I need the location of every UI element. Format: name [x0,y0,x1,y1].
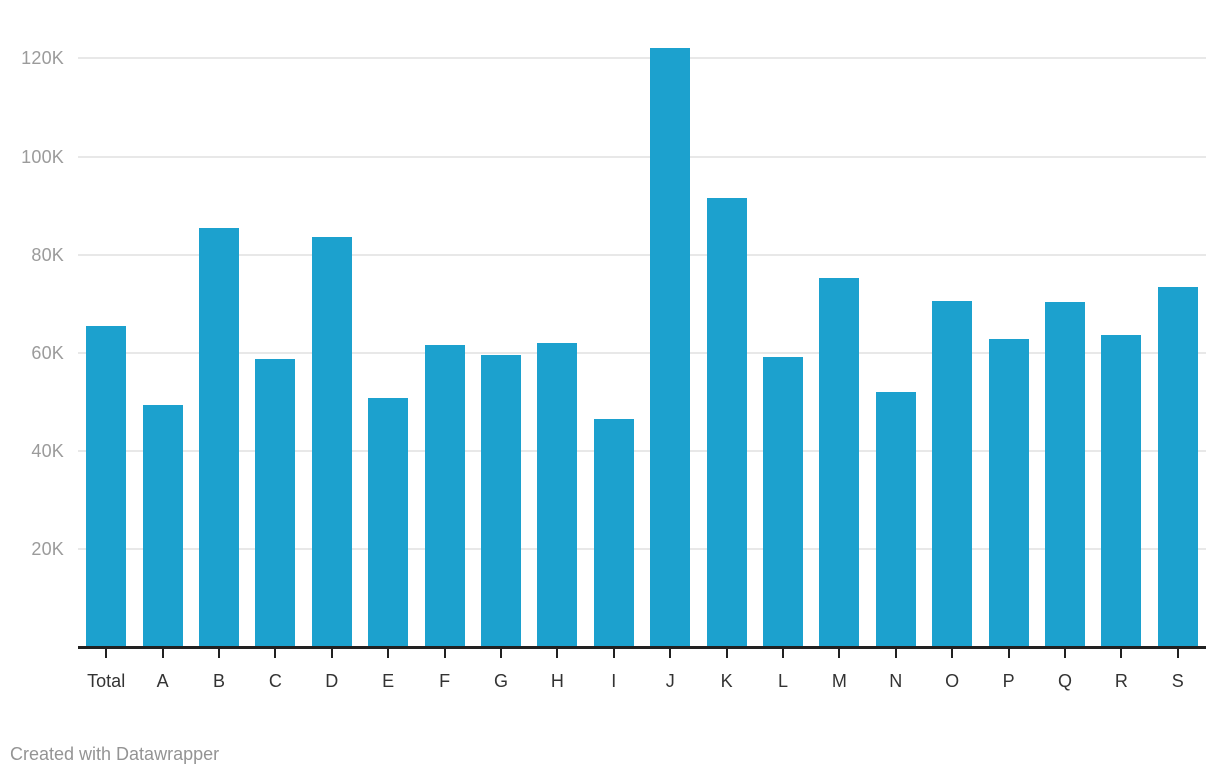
y-axis-label: 120K [21,48,64,69]
bar-g[interactable] [481,355,521,648]
y-axis-label: 40K [31,441,64,462]
bar-r[interactable] [1101,334,1142,648]
x-axis-label: O [945,671,960,691]
x-axis-tick [443,649,446,658]
x-axis-label: H [550,671,564,691]
x-axis-line [78,646,1206,649]
x-axis-tick [725,649,728,658]
x-axis-label: Q [1057,671,1072,691]
bar-m[interactable] [819,277,860,648]
y-axis-label: 100K [21,146,64,167]
gridline [78,57,1206,60]
x-axis-tick [1007,649,1010,658]
x-axis-label: R [1114,671,1128,691]
x-axis-label: M [831,671,847,691]
x-axis-tick [612,649,615,658]
x-axis-label: B [212,671,225,691]
gridline [78,450,1206,453]
x-axis-label: E [382,671,395,691]
bar-p[interactable] [988,339,1029,648]
bar-a[interactable] [142,404,183,648]
x-axis-label: Total [87,671,126,691]
x-axis-label: F [439,671,451,691]
bar-h[interactable] [537,343,578,648]
datawrapper-credit-link[interactable]: Created with Datawrapper [10,744,220,764]
bar-n[interactable] [875,392,916,648]
x-axis-tick [894,649,897,658]
x-axis-tick [1120,649,1123,658]
x-axis-tick [330,649,333,658]
x-axis-label: G [493,671,508,691]
x-axis-tick [218,649,220,658]
y-axis-label: 80K [31,244,64,265]
bar-e[interactable] [368,397,409,648]
x-axis-label: J [665,671,675,691]
x-axis-tick [951,649,954,658]
x-axis-tick [500,649,502,658]
bar-s[interactable] [1157,286,1198,648]
gridline [78,253,1206,256]
x-axis-tick [838,649,841,658]
bar-o[interactable] [932,301,973,648]
bar-i[interactable] [593,418,634,648]
x-axis-label: D [325,671,339,691]
bar-b[interactable] [199,227,239,648]
x-axis-tick [556,649,559,658]
gridline [78,351,1206,354]
y-axis-label: 60K [31,342,64,363]
bar-chart: 20K 40K 60K 80K 100K 120K Total A B C D E F G H I J K L M N… [21,47,1206,691]
x-axis-label: P [1002,671,1015,691]
x-axis-tick [669,649,672,658]
gridline [78,155,1206,158]
bar-k[interactable] [706,197,747,648]
bar-c[interactable] [255,358,296,648]
x-axis-tick [274,649,277,658]
gridline [78,548,1206,551]
bar-l[interactable] [763,357,803,648]
x-axis-tick [1064,649,1066,658]
bar-j[interactable] [650,47,691,648]
bar-q[interactable] [1045,301,1085,648]
x-axis-label: K [720,671,733,691]
x-axis-label: A [156,671,169,691]
x-axis-tick [387,649,390,658]
x-axis-label: N [889,671,903,691]
x-axis-label: S [1171,671,1184,691]
x-axis-label: L [777,671,788,691]
x-axis-tick [105,649,108,658]
bar-total[interactable] [86,326,127,648]
x-axis-tick [782,649,784,658]
x-axis-label: I [611,671,617,691]
x-axis-tick [1176,649,1179,658]
bar-f[interactable] [424,345,465,648]
bar-d[interactable] [311,236,352,648]
x-axis-label: C [268,671,282,691]
chart-footer: Created with Datawrapper [10,744,219,765]
x-axis-tick [161,649,164,658]
y-axis-label: 20K [31,539,64,560]
